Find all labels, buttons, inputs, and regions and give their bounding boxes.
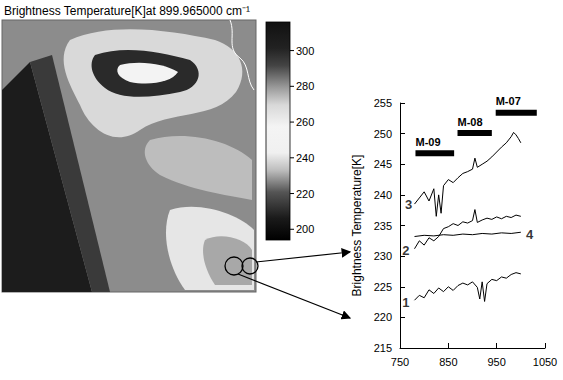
svg-text:220: 220 (374, 311, 392, 323)
html-text:Brightness Temperature[K]at 89: Brightness Temperature[K]at 899.965000 c… (4, 4, 250, 18)
svg-text:M-07: M-07 (496, 95, 521, 107)
svg-text:850: 850 (439, 356, 457, 368)
svg-text:280: 280 (296, 80, 314, 92)
svg-text:260: 260 (296, 116, 314, 128)
svg-text:M-08: M-08 (458, 116, 483, 128)
svg-text:255: 255 (374, 97, 392, 109)
svg-text:245: 245 (374, 158, 392, 170)
svg-text:1: 1 (402, 295, 409, 310)
svg-text:4: 4 (526, 227, 534, 242)
svg-text:M-09: M-09 (415, 136, 440, 148)
svg-text:2: 2 (402, 243, 409, 258)
svg-text:1050: 1050 (533, 356, 557, 368)
svg-text:230: 230 (374, 250, 392, 262)
svg-text:215: 215 (374, 342, 392, 354)
svg-text:225: 225 (374, 281, 392, 293)
svg-text:240: 240 (374, 189, 392, 201)
svg-text:250: 250 (374, 128, 392, 140)
svg-text:240: 240 (296, 152, 314, 164)
svg-text:3: 3 (405, 197, 412, 212)
svg-text:300: 300 (296, 45, 314, 57)
svg-text:750: 750 (391, 356, 409, 368)
svg-text:235: 235 (374, 220, 392, 232)
svg-text:950: 950 (487, 356, 505, 368)
svg-text:Brightness Temperature[K]: Brightness Temperature[K] (350, 155, 364, 297)
svg-text:200: 200 (296, 223, 314, 235)
svg-text:220: 220 (296, 188, 314, 200)
